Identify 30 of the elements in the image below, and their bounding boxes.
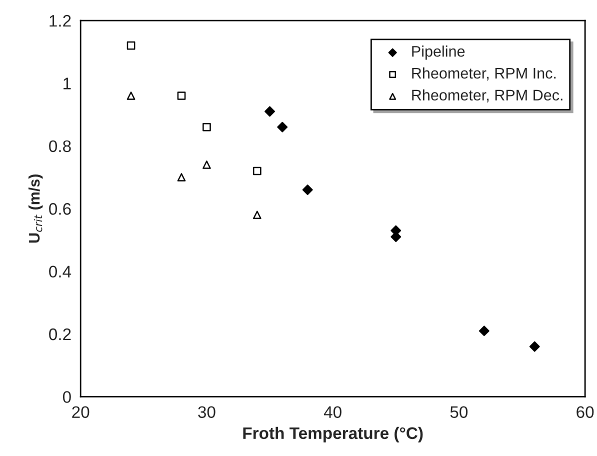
point: [478, 326, 490, 336]
point: [277, 122, 288, 132]
y-tick-label: 0.8: [49, 140, 71, 152]
x-axis-title: Froth Temperature (°C): [243, 426, 423, 442]
point: [302, 184, 313, 196]
y-tick-label: 0.6: [49, 203, 71, 215]
point: [177, 92, 186, 100]
point: [126, 41, 136, 50]
legend-label: Pipeline: [412, 46, 465, 60]
point: [202, 122, 211, 132]
y-tick-label: 0.4: [49, 266, 72, 278]
x-tick-label: 60: [576, 406, 594, 418]
point: [126, 92, 136, 100]
y-axis-title: U$_{crit}$ (m/s): [28, 174, 43, 243]
point: [202, 160, 211, 169]
x-tick-label: 20: [72, 406, 90, 418]
point: [252, 210, 262, 220]
legend-label: Rheometer, RPM Inc.: [412, 67, 556, 80]
x-tick-label: 50: [450, 406, 468, 418]
y-tick-label: 1: [64, 78, 71, 90]
legend-label: Rheometer, RPM Dec.: [412, 89, 562, 102]
point: [177, 173, 186, 182]
x-tick-label: 40: [324, 406, 342, 418]
point: [252, 166, 262, 176]
y-tick-label: 1.2: [50, 14, 71, 27]
y-tick-label: 0: [62, 391, 71, 403]
point: [529, 341, 540, 352]
y-tick-label: 0.2: [49, 328, 71, 340]
x-tick-label: 30: [198, 406, 216, 418]
point: [264, 106, 275, 117]
